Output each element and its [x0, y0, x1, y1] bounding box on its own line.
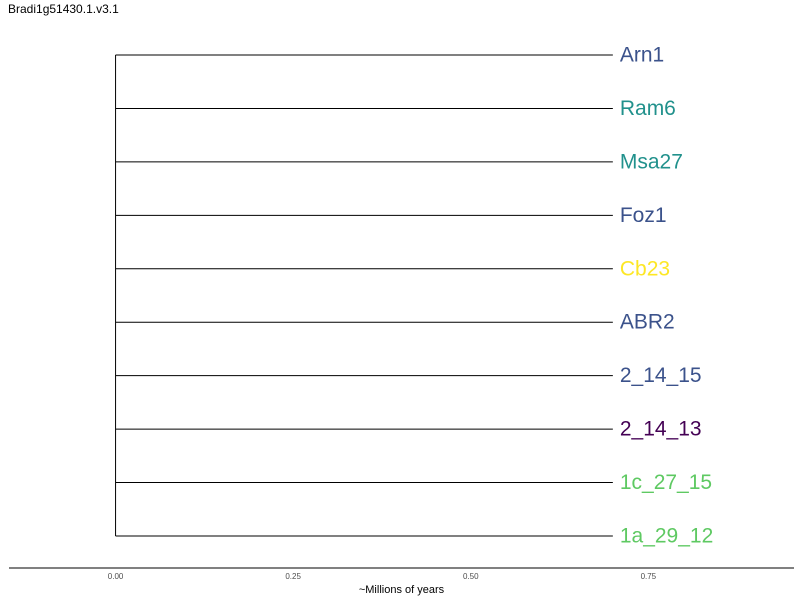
x-tick-label: 0.00 [108, 572, 124, 581]
tip-label-2_14_15: 2_14_15 [620, 364, 702, 387]
plot-title: Bradi1g51430.1.v3.1 [8, 2, 119, 16]
tip-label-Cb23: Cb23 [620, 257, 670, 280]
tip-label-ABR2: ABR2 [620, 311, 675, 334]
x-tick-label: 0.25 [285, 572, 301, 581]
tip-label-Msa27: Msa27 [620, 150, 683, 173]
x-axis-ticks: 0.00 0.25 0.50 0.75 [108, 572, 657, 581]
tip-label-Arn1: Arn1 [620, 44, 664, 67]
tip-labels: Arn1 Ram6 Msa27 Foz1 Cb23 ABR2 2_14_15 2_14_13 1… [620, 44, 713, 548]
x-axis: 0.00 0.25 0.50 0.75 ~Millions of years [9, 567, 794, 596]
tree-branches [115, 54, 613, 537]
tip-label-Ram6: Ram6 [620, 97, 676, 120]
tip-label-2_14_13: 2_14_13 [620, 418, 702, 441]
tip-label-1c_27_15: 1c_27_15 [620, 471, 712, 494]
x-axis-title: ~Millions of years [359, 584, 445, 596]
x-tick-label: 0.50 [463, 572, 479, 581]
tip-label-1a_29_12: 1a_29_12 [620, 525, 713, 548]
tip-label-Foz1: Foz1 [620, 204, 667, 227]
x-tick-label: 0.75 [641, 572, 657, 581]
